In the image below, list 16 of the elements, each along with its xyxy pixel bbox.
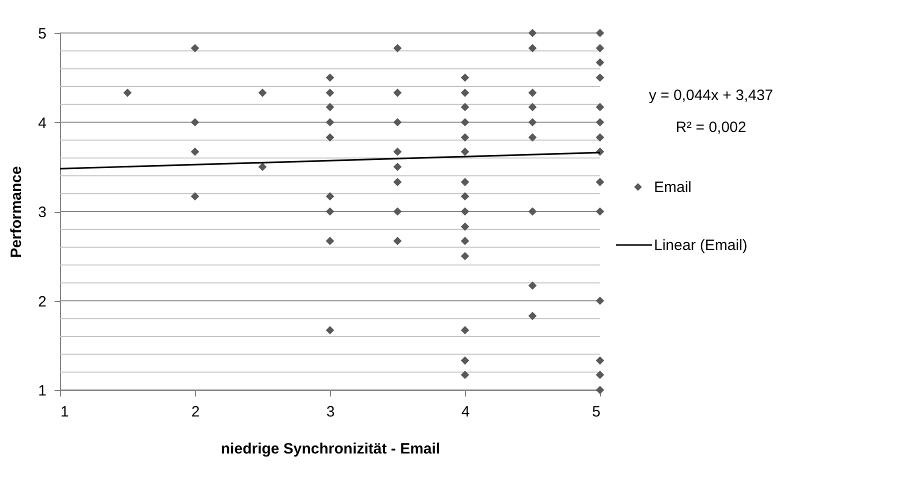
x-tick-label: 5 <box>592 404 600 420</box>
y-tick-label: 2 <box>38 293 46 310</box>
x-axis-title: niedrige Synchronizität - Email <box>220 440 440 458</box>
y-tick-label: 3 <box>38 204 46 221</box>
y-axis-title: Performance <box>8 166 26 258</box>
legend-label: Email <box>654 179 692 196</box>
y-tick-label: 4 <box>38 114 46 132</box>
x-tick-label: 4 <box>461 404 470 420</box>
legend-label: Linear (Email) <box>654 237 748 254</box>
x-tick-label: 2 <box>191 404 200 420</box>
text: R² = 0,002 <box>676 119 746 136</box>
y-tick-label: 5 <box>38 26 46 42</box>
x-tick-label: 3 <box>326 404 335 420</box>
x-tick-label: 1 <box>60 404 69 420</box>
y-tick-label: 1 <box>38 382 46 400</box>
text: y = 0,044x + 3,437 <box>648 87 774 104</box>
